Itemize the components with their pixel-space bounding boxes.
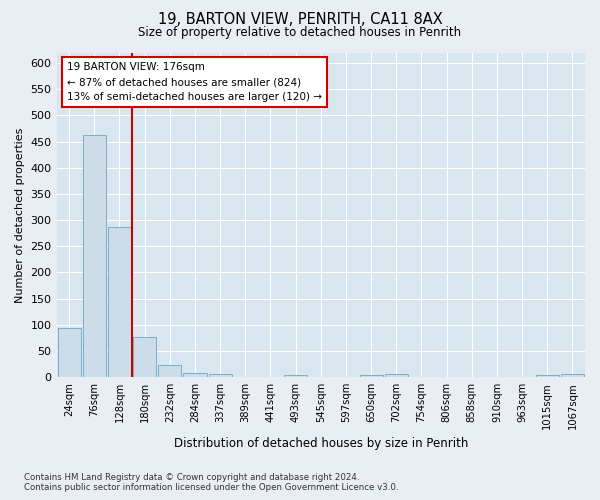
- X-axis label: Distribution of detached houses by size in Penrith: Distribution of detached houses by size …: [173, 437, 468, 450]
- Y-axis label: Number of detached properties: Number of detached properties: [15, 127, 25, 302]
- Bar: [108, 227, 131, 377]
- Bar: [158, 365, 181, 377]
- Bar: [561, 374, 584, 377]
- Bar: [536, 374, 559, 377]
- Bar: [83, 135, 106, 377]
- Bar: [184, 373, 206, 377]
- Bar: [284, 374, 307, 377]
- Text: 19 BARTON VIEW: 176sqm
← 87% of detached houses are smaller (824)
13% of semi-de: 19 BARTON VIEW: 176sqm ← 87% of detached…: [67, 62, 322, 102]
- Text: Contains HM Land Registry data © Crown copyright and database right 2024.
Contai: Contains HM Land Registry data © Crown c…: [24, 473, 398, 492]
- Bar: [385, 374, 408, 377]
- Text: Size of property relative to detached houses in Penrith: Size of property relative to detached ho…: [139, 26, 461, 39]
- Bar: [209, 374, 232, 377]
- Bar: [133, 337, 156, 377]
- Bar: [58, 328, 80, 377]
- Text: 19, BARTON VIEW, PENRITH, CA11 8AX: 19, BARTON VIEW, PENRITH, CA11 8AX: [158, 12, 442, 28]
- Bar: [359, 374, 383, 377]
